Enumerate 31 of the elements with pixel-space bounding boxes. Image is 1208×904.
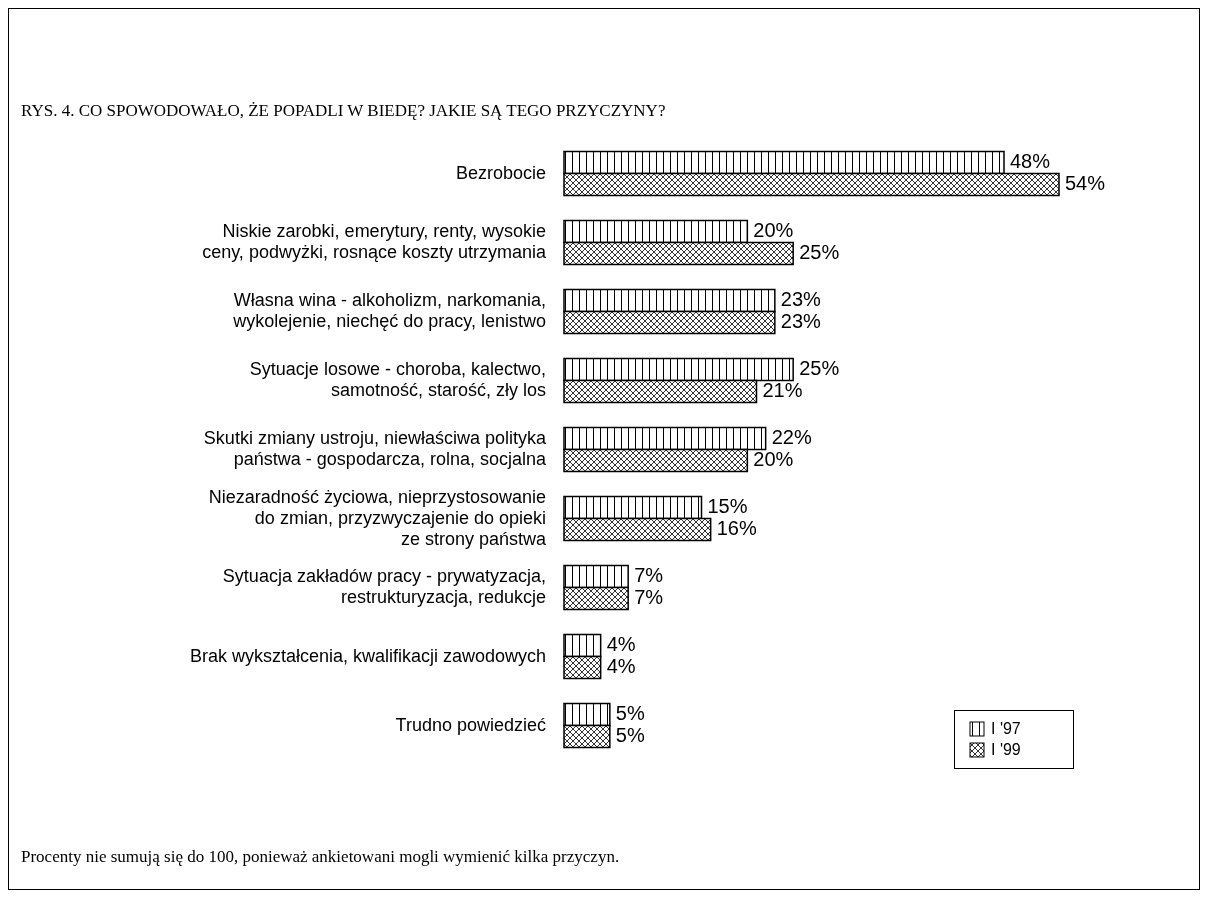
data-label: 7% bbox=[634, 563, 664, 586]
y-tick-label: Sytuacje losowe - choroba, kalectwo, samotność, starość, zły los bbox=[249, 358, 546, 400]
data-label: 20% bbox=[753, 218, 794, 241]
data-label: 21% bbox=[762, 378, 803, 401]
data-label: 54% bbox=[1065, 171, 1106, 194]
y-tick-label: Niskie zarobki, emerytury, renty, wysokie ceny, podwyżki, rosnące koszty utrzymania bbox=[202, 220, 547, 262]
y-tick-label: Bezrobocie bbox=[455, 162, 546, 183]
data-label: 16% bbox=[716, 516, 757, 539]
data-label: 5% bbox=[615, 701, 645, 724]
data-label: 22% bbox=[771, 425, 812, 448]
data-label: 25% bbox=[799, 356, 840, 379]
y-tick-label: Brak wykształcenia, kwalifikacji zawodowych bbox=[189, 645, 546, 666]
y-tick-label: Niezaradność życiowa, nieprzystosowanie do zmian, przyzwyczajenie do opieki ze strony państwa bbox=[208, 486, 547, 549]
y-tick-label: Trudno powiedzieć bbox=[395, 714, 546, 735]
text: Procenty nie sumują się do 100, ponieważ ankietowani mogli wymienić kilka przyczyn. bbox=[21, 847, 620, 867]
data-label: 4% bbox=[606, 632, 636, 655]
text: RYS. 4. CO SPOWODOWAŁO, ŻE POPADLI W BIEDĘ? JAKIE SĄ TEGO PRZYCZYNY? bbox=[21, 101, 666, 121]
data-label: 5% bbox=[615, 723, 645, 746]
legend-label: I '97 bbox=[990, 720, 1022, 738]
y-tick-label: Sytuacja zakładów pracy - prywatyzacja, restrukturyzacja, redukcje bbox=[222, 565, 546, 607]
data-label: 4% bbox=[606, 654, 636, 677]
y-tick-label: Skutki zmiany ustroju, niewłaściwa polityka państwa - gospodarcza, rolna, socjalna bbox=[203, 427, 547, 469]
data-label: 25% bbox=[799, 240, 840, 263]
data-label: 20% bbox=[753, 447, 794, 470]
data-label: 23% bbox=[780, 287, 822, 310]
data-label: 15% bbox=[707, 494, 748, 517]
y-tick-label: Własna wina - alkoholizm, narkomania, wykolejenie, niechęć do pracy, lenistwo bbox=[232, 289, 546, 331]
data-label: 7% bbox=[634, 585, 664, 608]
data-label: 48% bbox=[1010, 149, 1051, 172]
data-label: 23% bbox=[780, 309, 822, 332]
legend-label: I '99 bbox=[990, 741, 1022, 759]
